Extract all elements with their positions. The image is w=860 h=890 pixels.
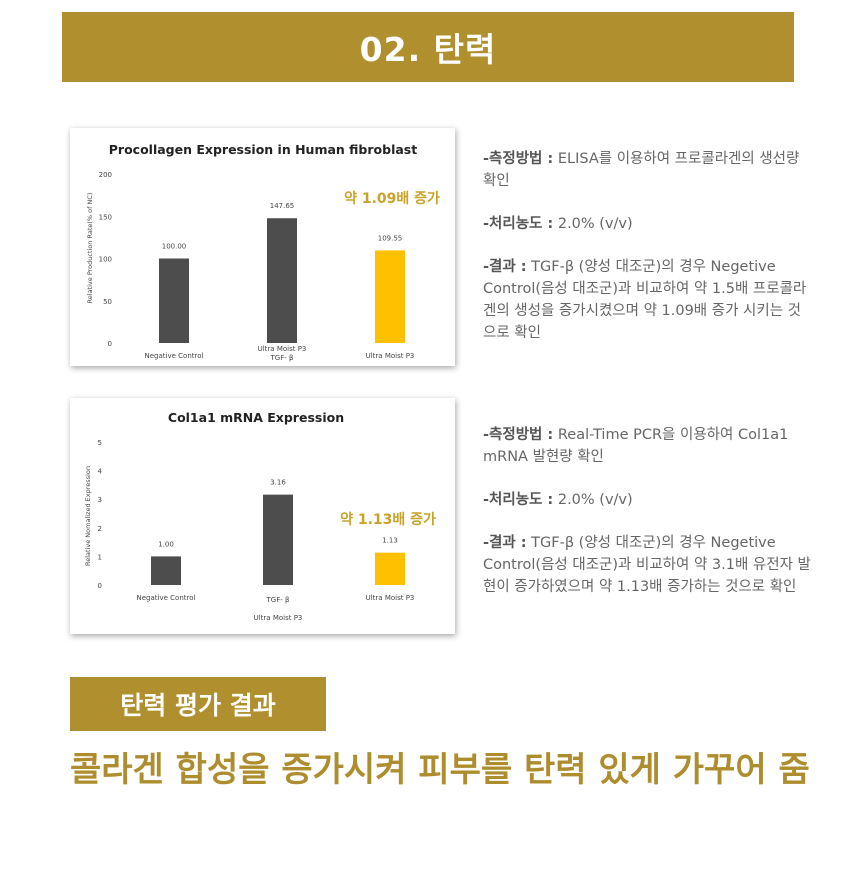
evaluation-tag-label: 탄력 평가 결과 — [120, 691, 276, 720]
method-key: -측정방법 : — [483, 427, 554, 443]
bar — [159, 258, 189, 343]
y-tick-label: 5 — [98, 439, 102, 447]
method-value: Real-Time PCR을 이용하여 Col1a1 mRNA 발현량 확인 — [483, 427, 789, 465]
result-value: TGF-β (양성 대조군)의 경우 Negetive Control(음성 대… — [483, 259, 807, 341]
chart-sublabel: Ultra Moist P3 — [258, 345, 307, 353]
y-tick-label: 200 — [99, 171, 112, 179]
chart-ylabel: Relative Nomalized Expression — [84, 466, 92, 566]
category-label: Negative Control — [137, 594, 196, 602]
y-tick-label: 50 — [103, 298, 112, 306]
method-value: ELISA를 이용하여 프로콜라겐의 생선량 확인 — [483, 151, 800, 189]
y-tick-label: 1 — [98, 553, 102, 561]
bar — [151, 556, 181, 585]
chart-title: Procollagen Expression in Human fibrobla… — [109, 142, 417, 157]
y-tick-label: 2 — [98, 525, 102, 533]
procollagen-chart: Procollagen Expression in Human fibrobla… — [86, 142, 440, 362]
procollagen-description: -측정방법 : ELISA를 이용하여 프로콜라겐의 생선량 확인 -처리농도 … — [483, 148, 813, 365]
chart-title: Col1a1 mRNA Expression — [168, 410, 344, 425]
value-label: 1.00 — [158, 540, 174, 548]
chart-sublabel: Ultra Moist P3 — [254, 614, 303, 622]
concentration-key: -처리농도 : — [483, 216, 554, 232]
value-label: 100.00 — [162, 243, 187, 251]
result-key: -결과 : — [483, 535, 527, 551]
procollagen-chart-card: Procollagen Expression in Human fibrobla… — [70, 128, 455, 366]
concentration-key: -처리농도 : — [483, 492, 554, 508]
category-label: Ultra Moist P3 — [366, 594, 415, 602]
value-label: 3.16 — [270, 479, 286, 487]
value-label: 147.65 — [270, 202, 295, 210]
chart-callout: 약 1.09배 증가 — [344, 190, 440, 207]
section-title-banner: 02. 탄력 — [62, 12, 794, 82]
bar — [375, 552, 405, 585]
value-label: 109.55 — [378, 234, 403, 242]
chart-ylabel: Relative Production Rate(% of NC) — [86, 193, 94, 304]
category-label: Ultra Moist P3 — [366, 352, 415, 360]
col1a1-chart: Col1a1 mRNA Expression Relative Nomalize… — [84, 410, 436, 622]
evaluation-tag: 탄력 평가 결과 — [70, 677, 326, 731]
y-tick-label: 0 — [98, 582, 102, 590]
concentration-line: -처리농도 : 2.0% (v/v) — [483, 489, 813, 511]
method-line: -측정방법 : ELISA를 이용하여 프로콜라겐의 생선량 확인 — [483, 148, 813, 192]
col1a1-description: -측정방법 : Real-Time PCR을 이용하여 Col1a1 mRNA … — [483, 424, 813, 619]
category-label: TGF- β — [270, 354, 294, 362]
result-line: -결과 : TGF-β (양성 대조군)의 경우 Negetive Contro… — [483, 256, 813, 344]
col1a1-chart-card: Col1a1 mRNA Expression Relative Nomalize… — [70, 398, 455, 634]
concentration-line: -처리농도 : 2.0% (v/v) — [483, 213, 813, 235]
bar — [267, 218, 297, 343]
section-title: 02. 탄력 — [359, 30, 497, 69]
y-tick-label: 150 — [99, 213, 112, 221]
result-key: -결과 : — [483, 259, 527, 275]
method-line: -측정방법 : Real-Time PCR을 이용하여 Col1a1 mRNA … — [483, 424, 813, 468]
concentration-value: 2.0% (v/v) — [553, 492, 633, 508]
chart-callout: 약 1.13배 증가 — [340, 511, 436, 528]
result-line: -결과 : TGF-β (양성 대조군)의 경우 Negetive Contro… — [483, 532, 813, 598]
y-tick-label: 3 — [98, 496, 102, 504]
bar — [263, 494, 293, 585]
y-tick-label: 100 — [99, 256, 112, 264]
result-value: TGF-β (양성 대조군)의 경우 Negetive Control(음성 대… — [483, 535, 811, 595]
y-tick-label: 4 — [98, 468, 103, 476]
value-label: 1.13 — [382, 537, 398, 545]
evaluation-conclusion: 콜라겐 합성을 증가시켜 피부를 탄력 있게 가꾸어 줌 — [70, 750, 810, 790]
category-label: Negative Control — [145, 352, 204, 360]
y-tick-label: 0 — [108, 340, 112, 348]
category-label: TGF- β — [266, 596, 290, 604]
bar — [375, 250, 405, 343]
concentration-value: 2.0% (v/v) — [553, 216, 633, 232]
method-key: -측정방법 : — [483, 151, 554, 167]
